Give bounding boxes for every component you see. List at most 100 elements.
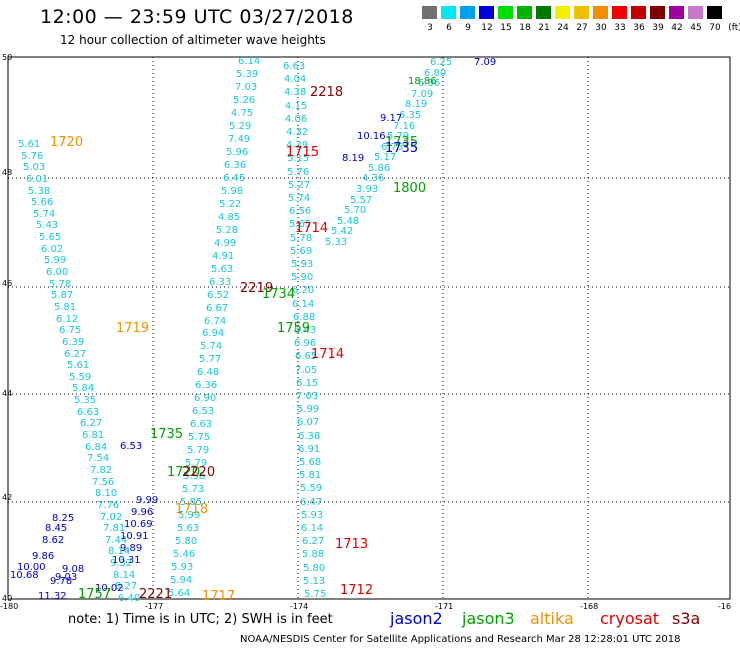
legend-label: 3 (427, 23, 433, 33)
legend-swatch (441, 6, 456, 19)
swh-value-track-e: 6.53 (120, 441, 143, 452)
swh-value-track-a: 6.52 (207, 290, 230, 301)
swh-value-track-b: 5.80 (303, 563, 326, 574)
map-graticule (8, 57, 730, 599)
swh-value-track-b: 5.69 (290, 246, 313, 257)
swh-value-track-a: 5.63 (211, 264, 234, 275)
swh-value-track-e: 9.99 (136, 495, 159, 506)
swh-value-track-c: 6.80 (424, 68, 447, 79)
swh-value-track-a: 6.53 (192, 406, 215, 417)
legend-swatch (669, 6, 684, 19)
legend-label: 18 (519, 23, 531, 33)
latitude-label: 40 (2, 594, 12, 603)
swh-value-track-b: 5.59 (300, 483, 323, 494)
swh-value-track-d: 7.44 (105, 535, 128, 546)
swh-value-track-a: 6.63 (190, 419, 213, 430)
swh-value-track-b: 6.14 (301, 523, 324, 534)
swh-value-track-e: 9.78 (50, 576, 73, 587)
swh-value-track-c: 5.42 (331, 226, 354, 237)
legend-swatch (612, 6, 627, 19)
swh-value-track-b: 6.43 (294, 325, 317, 336)
swh-value-track-b: 4.38 (284, 87, 307, 98)
swh-value-track-c: 6.75 (381, 142, 404, 153)
swh-value-track-a: 4.75 (231, 108, 254, 119)
plot-frame (7, 56, 731, 600)
swh-value-track-a: 6.36 (195, 380, 218, 391)
swh-value-track-c: 5.86 (368, 163, 391, 174)
legend-label: 21 (538, 23, 550, 33)
swh-value-track-d: 6.81 (82, 430, 105, 441)
swh-value-track-a: 5.73 (182, 484, 205, 495)
latitude-label: 42 (2, 493, 12, 502)
swh-value-track-c: 7.16 (393, 121, 416, 132)
swh-value-track-e: 9.03 (55, 572, 78, 583)
swh-value-track-b: 5.76 (287, 167, 310, 178)
pass-time-label: 1714 (311, 347, 345, 362)
swh-value-track-a: 5.75 (188, 432, 211, 443)
swh-value-track-d: 8.27 (115, 581, 138, 592)
swh-value-track-a: 6.48 (197, 367, 220, 378)
swh-value-track-a: 5.98 (221, 186, 244, 197)
swh-value-track-b: 5.15 (287, 153, 310, 164)
legend-swatch (707, 6, 722, 19)
swh-value-track-b: 6.91 (298, 444, 321, 455)
pass-time-label: 1759 (277, 321, 311, 336)
swh-value-track-b: 4.04 (284, 74, 307, 85)
longitude-label: -174 (290, 602, 308, 611)
swh-value-track-a: 5.85 (180, 497, 203, 508)
swh-value-track-b: 4.15 (285, 101, 308, 112)
swh-value-track-c: 6.96 (418, 78, 441, 89)
legend-label: 15 (500, 23, 512, 33)
swh-value-track-a: 6.74 (204, 316, 227, 327)
satellite-cryosat: cryosat (600, 609, 660, 628)
legend-label: 70 (709, 23, 721, 33)
latitude-label: 44 (2, 389, 12, 398)
map-subtitle: 12 hour collection of altimeter wave hei… (60, 33, 326, 47)
swh-value-track-e: 9.17 (380, 113, 403, 124)
swh-value-track-b: 5.93 (291, 259, 314, 270)
longitude-label: -171 (435, 602, 453, 611)
swh-value-track-d: 5.99 (44, 255, 67, 266)
swh-value-track-b: 5.13 (303, 576, 326, 587)
swh-value-track-c: 6.25 (430, 57, 453, 68)
swh-value-track-a: 6.36 (224, 160, 247, 171)
swh-value-track-d: 7.81 (103, 523, 126, 534)
pass-time-label: 1713 (335, 537, 369, 552)
swh-value-track-b: 5.65 (289, 219, 312, 230)
footnote: note: 1) Time is in UTC; 2) SWH is in fe… (68, 612, 333, 627)
swh-value-track-e: 10.16 (357, 131, 386, 142)
swh-value-track-a: 5.64 (168, 588, 191, 599)
swh-value-track-b: 5.75 (304, 589, 327, 600)
swh-value-track-d: 7.82 (90, 465, 113, 476)
swh-value-track-d: 9.32 (110, 558, 133, 569)
swh-value-track-d: 7.56 (92, 477, 115, 488)
swh-value-track-a: 5.98 (183, 471, 206, 482)
swh-value-track-b: 6.07 (297, 417, 320, 428)
pass-time-label: 1712 (340, 583, 374, 598)
swh-value-track-d: 6.63 (77, 407, 100, 418)
swh-value-track-b: 6.15 (296, 378, 319, 389)
pass-time-label: 1717 (202, 589, 236, 604)
swh-value-track-e: 8.19 (342, 153, 365, 164)
swh-value-track-b: 6.96 (294, 338, 317, 349)
map-title: 12:00 — 23:59 UTC 03/27/2018 (40, 6, 354, 28)
pass-time-label: 1757 (78, 587, 112, 602)
swh-value-track-d: 5.84 (72, 383, 95, 394)
swh-value-track-d: 5.76 (21, 151, 44, 162)
swh-value-track-a: 7.49 (228, 134, 251, 145)
legend-label: 27 (576, 23, 588, 33)
swh-value-track-d: 5.38 (28, 186, 51, 197)
satellite-s3a: s3a (672, 609, 701, 628)
legend-swatch (593, 6, 608, 19)
swh-value-track-b: 7.05 (295, 365, 318, 376)
swh-value-track-b: 5.93 (301, 510, 324, 521)
longitude-label: -180 (0, 602, 18, 611)
swh-value-track-b: 6.88 (293, 312, 316, 323)
swh-value-track-b: 6.14 (292, 299, 315, 310)
swh-value-track-e: 10.68 (10, 570, 39, 581)
swh-value-track-c: 5.48 (337, 216, 360, 227)
swh-value-track-e: 11.32 (38, 591, 67, 602)
legend-swatch (460, 6, 475, 19)
legend-swatch (574, 6, 589, 19)
swh-value-track-a: 5.22 (219, 199, 242, 210)
